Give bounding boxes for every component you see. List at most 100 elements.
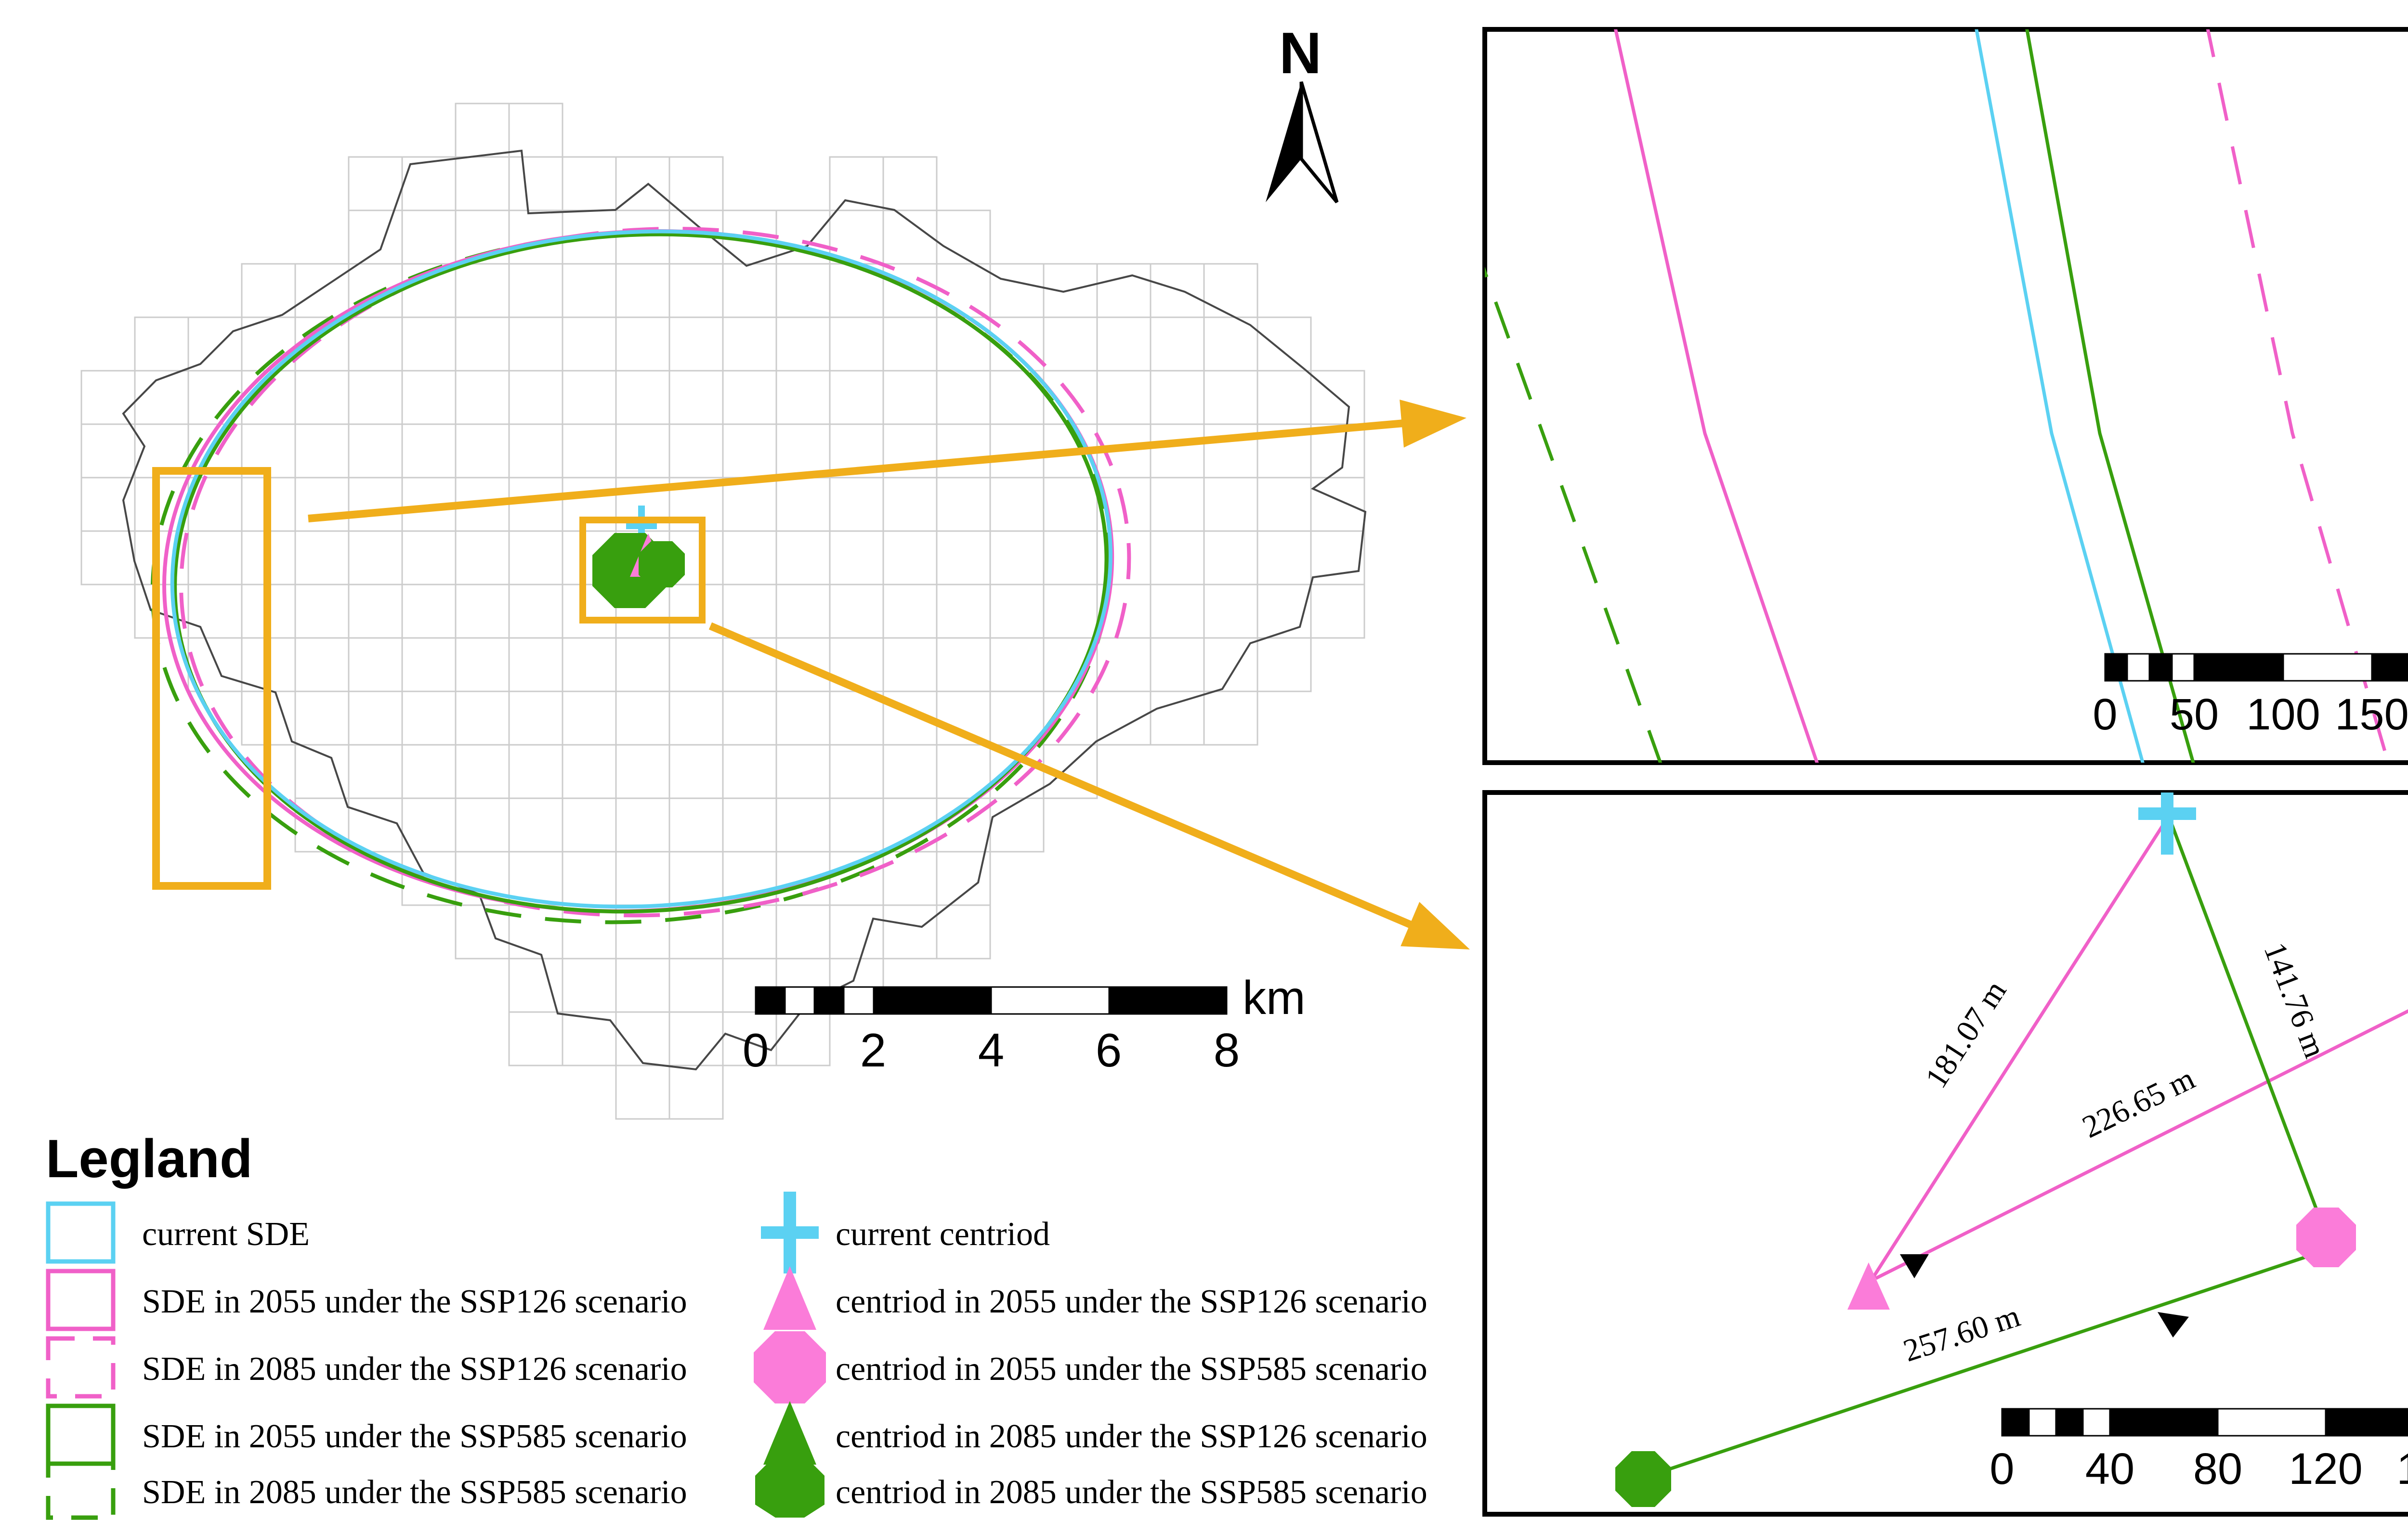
fishnet-cell	[615, 1065, 670, 1120]
fishnet-cell	[1256, 370, 1312, 425]
fishnet-cell	[989, 690, 1045, 746]
fishnet-cell	[722, 530, 777, 585]
fishnet-cell	[829, 744, 884, 799]
fishnet-cell	[294, 744, 350, 799]
fishnet-cell	[1043, 530, 1098, 585]
legend-item-sde-current: current SDE	[46, 1201, 310, 1264]
fishnet-cell	[829, 904, 884, 960]
sde-ellipse-2055-ssp585	[173, 232, 1109, 914]
fishnet-cell	[294, 530, 350, 585]
main-scalebar-tick: 8	[1214, 1024, 1240, 1077]
fishnet-cell	[722, 423, 777, 479]
main-scalebar-tick: 6	[1096, 1024, 1122, 1077]
fishnet-cell	[241, 263, 296, 318]
fishnet-cell	[455, 263, 510, 318]
fishnet-cell	[294, 263, 350, 318]
fishnet-cell	[348, 316, 403, 372]
fishnet-cell	[1043, 477, 1098, 532]
fishnet-cell	[1256, 316, 1312, 372]
fishnet-cell	[829, 797, 884, 853]
main-scalebar-labels: 0 2 4 6 8 km	[743, 971, 1306, 1077]
fishnet-cell	[775, 370, 831, 425]
fishnet-cell	[668, 958, 724, 1013]
fishnet-cell	[775, 1011, 831, 1066]
fishnet-cell	[882, 370, 938, 425]
centroid-octagon-green-2-icon	[639, 541, 685, 587]
fishnet-cell	[829, 477, 884, 532]
fishnet-cell	[722, 690, 777, 746]
top-scalebar-tick: 0	[2093, 690, 2117, 739]
bottom-panel-scalebar-labels: 0 40 80 120 160 m	[1989, 1444, 2408, 1494]
octagon-icon	[754, 1331, 826, 1403]
fishnet-cell	[829, 584, 884, 639]
legend-item-sde-2055-ssp126: SDE in 2055 under the SSP126 scenario	[46, 1269, 687, 1331]
centroid-2055-ssp126-triangle-icon	[1847, 1262, 1890, 1310]
fishnet-cell	[775, 904, 831, 960]
fishnet-cell	[989, 423, 1045, 479]
legend-item-centroid-2055-ssp126: centriod in 2055 under the SSP126 scenar…	[763, 1266, 1427, 1330]
fishnet-cell	[401, 423, 457, 479]
fishnet-cell	[508, 744, 563, 799]
fishnet-cell	[562, 263, 617, 318]
legend-label: centriod in 2085 under the SSP585 scenar…	[836, 1474, 1427, 1511]
fishnet-cell	[294, 423, 350, 479]
fishnet-cell	[936, 851, 991, 906]
fishnet-cell	[615, 851, 670, 906]
top-scalebar-tick: 50	[2170, 690, 2219, 739]
direction-arrowhead-upleft-icon	[2158, 1312, 2189, 1338]
fishnet-cell	[668, 423, 724, 479]
fishnet-cell	[829, 316, 884, 372]
fishnet-cell	[882, 584, 938, 639]
zoom-rect-west	[152, 467, 271, 890]
fishnet-cell	[989, 584, 1045, 639]
fishnet-cell	[1150, 477, 1205, 532]
north-arrow-right-half	[1299, 81, 1339, 204]
fishnet-cell	[562, 851, 617, 906]
fishnet-cell	[401, 797, 457, 853]
fishnet-cell	[401, 209, 457, 265]
fishnet-cell	[936, 423, 991, 479]
detail-panel-centroids: 181.07 m 141.76 m 226.65 m 257.60 m 0 40…	[1482, 790, 2408, 1517]
fishnet-cell	[562, 316, 617, 372]
bottom-panel-scalebar	[2001, 1408, 2408, 1437]
fishnet-cell	[722, 477, 777, 532]
fishnet-cell	[1203, 477, 1258, 532]
fishnet-cell	[615, 423, 670, 479]
detail-line-sde-2085-ssp585	[1485, 266, 1662, 763]
north-arrow-left-half	[1266, 82, 1301, 202]
fishnet-cell	[348, 690, 403, 746]
legend-label: centriod in 2055 under the SSP585 scenar…	[836, 1351, 1427, 1388]
fishnet-cell	[455, 637, 510, 692]
fishnet-cell	[615, 316, 670, 372]
main-scalebar-tick: 4	[978, 1024, 1005, 1077]
main-scalebar-tick: 0	[743, 1024, 769, 1077]
distance-line-current-to-2055-ssp585	[2168, 818, 2327, 1234]
fishnet-cell	[668, 263, 724, 318]
fishnet-cell	[508, 423, 563, 479]
fishnet-cell	[348, 584, 403, 639]
fishnet-cell	[294, 690, 350, 746]
top-scalebar-tick: 100	[2246, 690, 2320, 739]
fishnet-cell	[455, 797, 510, 853]
fishnet-cell	[989, 797, 1045, 853]
centroid-2085-ssp585-octagon-icon	[1615, 1451, 1671, 1507]
basin-boundary-outline	[122, 149, 1367, 1071]
fishnet-cell	[775, 744, 831, 799]
fishnet-cell	[775, 530, 831, 585]
fishnet-cell	[615, 744, 670, 799]
fishnet-cell	[989, 263, 1045, 318]
fishnet-cell	[1256, 530, 1312, 585]
fishnet-cell	[455, 316, 510, 372]
fishnet-cell	[1256, 637, 1312, 692]
fishnet-cell	[668, 851, 724, 906]
centroid-2055-ssp585-octagon-icon	[2296, 1208, 2356, 1267]
fishnet-cell	[562, 744, 617, 799]
fishnet-cell	[668, 1011, 724, 1066]
fishnet-cell	[508, 156, 563, 211]
fishnet-cell	[348, 209, 403, 265]
fishnet-cell	[1043, 316, 1098, 372]
fishnet-cell	[829, 370, 884, 425]
fishnet-cell	[401, 370, 457, 425]
fishnet-cell	[508, 797, 563, 853]
detail-line-sde-2055-ssp126	[1614, 29, 1819, 763]
